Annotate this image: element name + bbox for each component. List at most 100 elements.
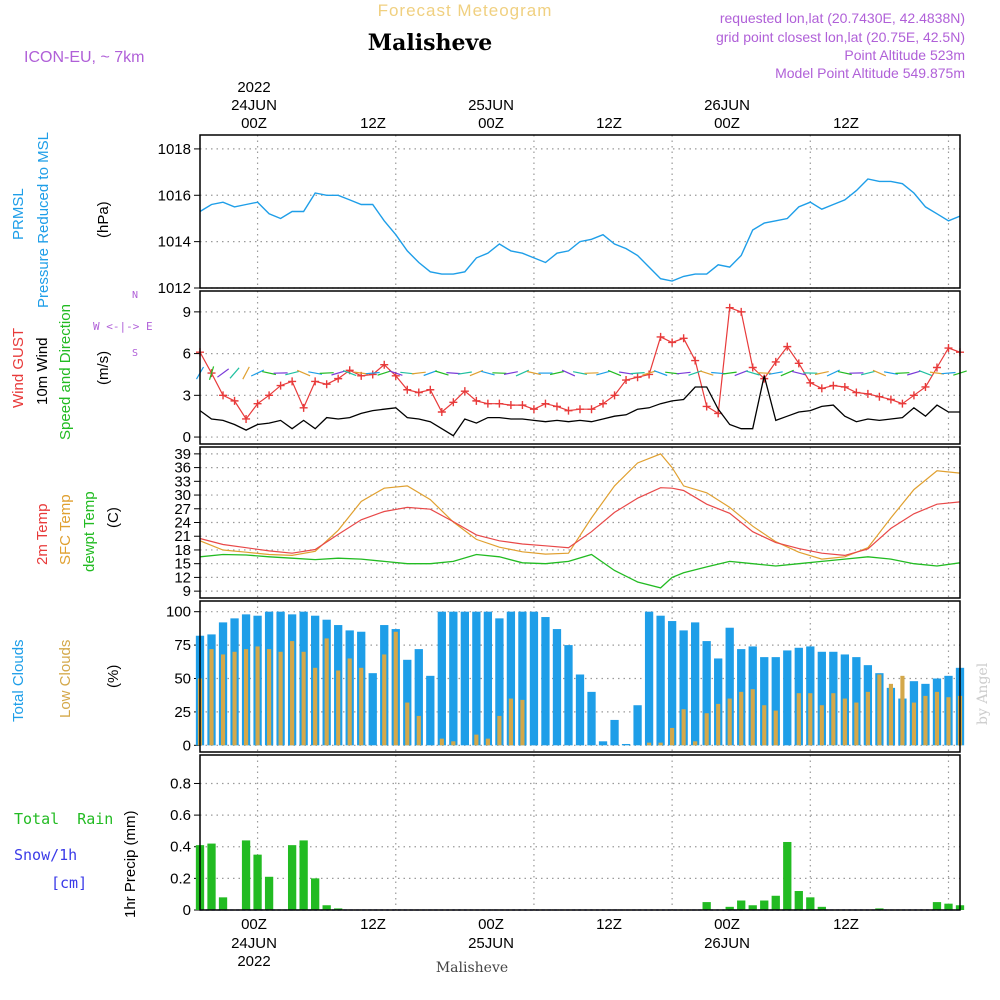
precip-ytick-label-1: 0.2: [170, 870, 191, 887]
top-date-26jun: 26JUN: [704, 97, 750, 114]
gust-point: [253, 399, 262, 408]
wind-arrow: [895, 372, 910, 374]
gridpoint-coords: grid point closest lon,lat (20.75E, 42.5…: [716, 29, 965, 45]
pressure-frame: [199, 134, 961, 289]
gust-point: [886, 395, 895, 404]
top-tick-00z-a: 00Z: [241, 115, 267, 132]
wind-arrow: [676, 371, 691, 375]
requested-coords: requested lon,lat (20.7430E, 42.4838N): [720, 10, 965, 26]
precip-frame: [199, 754, 961, 911]
wind-arrow: [423, 370, 438, 377]
low-cloud-bar: [704, 713, 709, 746]
snow-unit: [cm]: [51, 874, 87, 892]
temperature-ytick-label-1: 12: [174, 569, 191, 586]
gust-point: [909, 391, 918, 400]
low-cloud-bar: [324, 638, 329, 746]
temperature-ytick-label-9: 36: [174, 460, 191, 477]
low-cloud-bar: [382, 654, 387, 746]
gust-point: [414, 388, 423, 397]
total-cloud-bar: [691, 622, 700, 746]
low-cloud-bar: [520, 699, 525, 746]
gust-point: [230, 396, 239, 405]
low-cloud-bar: [290, 641, 295, 746]
total-cloud-bar: [449, 611, 458, 746]
gust-point: [748, 363, 757, 372]
low-cloud-bar: [865, 691, 870, 746]
low-cloud-bar: [393, 631, 398, 746]
bottom-date-25jun: 25JUN: [468, 935, 514, 952]
gust-point: [794, 359, 803, 368]
total-cloud-bar: [564, 645, 573, 746]
temp-panel-labels: 2m Temp SFC Temp dewpt Temp (C): [34, 491, 122, 572]
low-cloud-bar: [739, 691, 744, 746]
rain-bar: [748, 905, 757, 910]
low-cloud-bar: [934, 691, 940, 746]
rain-bar: [299, 840, 308, 910]
wind-arrow: [250, 369, 265, 377]
low-cloud-bar: [474, 734, 479, 746]
total-cloud-bar: [541, 617, 550, 746]
wind-arrow: [860, 370, 875, 376]
total-cloud-bar: [633, 705, 642, 746]
low-cloud-bar: [670, 727, 675, 746]
gust-point: [322, 380, 331, 389]
credit-label: by Angel: [975, 662, 991, 725]
wind-panel-labels: Wind GUST 10m Wind Speed and Direction (…: [10, 290, 153, 440]
temperature-frame: [199, 446, 961, 599]
dewpt-label: dewpt Temp: [81, 491, 98, 572]
clouds-ytick-label-2: 50: [174, 671, 191, 688]
wind-arrow: [308, 371, 323, 375]
rain-bar: [207, 843, 216, 910]
total-cloud-bar: [472, 611, 481, 746]
wind-frame: [199, 290, 961, 445]
wind-ytick-label-1: 3: [183, 387, 191, 404]
low-cloud-bar: [819, 705, 824, 746]
gust-point: [460, 387, 469, 396]
bottom-tick-00z-b: 00Z: [478, 916, 504, 933]
ms-unit: (m/s): [95, 351, 112, 385]
wind-arrow: [388, 370, 403, 376]
compass-we: W <-|-> E: [93, 320, 153, 333]
wind-arrow: [208, 366, 215, 380]
low-cloud-bar: [658, 742, 663, 746]
low-cloud-bar: [439, 738, 444, 746]
low-cloud-bar: [359, 667, 364, 746]
snow-label: Snow/1h: [14, 846, 77, 864]
compass-s: S: [132, 348, 138, 359]
temperature-ytick-label-0: 9: [183, 583, 191, 600]
gust-point: [932, 363, 941, 372]
gust-point: [265, 391, 274, 400]
rain-bar: [702, 902, 711, 910]
low-cloud-bar: [750, 689, 755, 746]
precip-panel-labels: Total Rain Snow/1h [cm] 1hr Precip (mm): [14, 810, 139, 918]
total-cloud-bar: [771, 657, 780, 746]
low-cloud-bar: [313, 667, 318, 746]
low-cloud-bar: [716, 703, 721, 746]
gust-point: [518, 401, 527, 410]
temperature-ytick-label-10: 39: [174, 446, 191, 463]
total-cloud-bar: [679, 630, 688, 746]
total-cloud-bar: [518, 611, 527, 746]
temp2m-line: [199, 487, 961, 557]
low-cloud-bar: [808, 693, 813, 746]
gust-point: [219, 391, 228, 400]
gust-point: [437, 408, 446, 417]
low-cloud-bar: [946, 697, 951, 746]
rain-bar: [253, 854, 262, 910]
rain-bar: [311, 878, 320, 910]
gust-point: [311, 377, 320, 386]
wind-arrow: [457, 371, 472, 375]
wind-arrow: [722, 371, 737, 375]
low-cloud-bar: [278, 651, 283, 746]
top-time-axis: 2022 24JUN 25JUN 26JUN 00Z 12Z 00Z 12Z 0…: [231, 79, 859, 132]
location-title: Malisheve: [368, 30, 492, 56]
pressure-ytick-label-0: 1012: [158, 280, 191, 297]
gust-point: [840, 382, 849, 391]
model-label: ICON-EU, ~ 7km: [24, 49, 144, 66]
bottom-tick-12z-b: 12Z: [596, 916, 622, 933]
rain-bar: [241, 840, 251, 910]
temperature-ytick-label-6: 27: [174, 501, 191, 518]
gust-point: [633, 373, 642, 382]
wind-arrow: [572, 371, 588, 375]
gust-point: [495, 399, 504, 408]
